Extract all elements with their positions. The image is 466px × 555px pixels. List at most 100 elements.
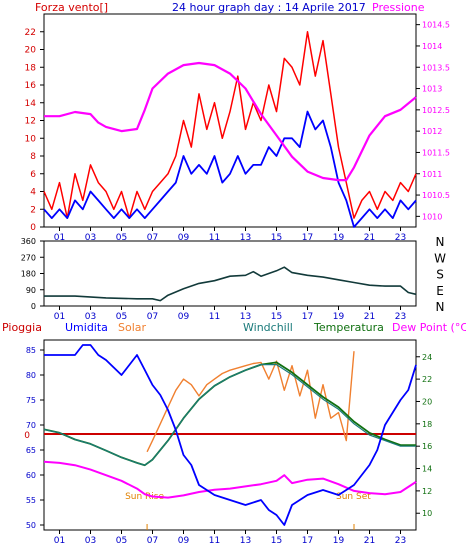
y2-tick-label: 24: [422, 353, 432, 362]
wind-pressure-panel: 024681012141618202210101010.510111011.51…: [25, 13, 450, 243]
y2-tick-label: 1012.5: [422, 106, 450, 115]
y2-tick-label: 1012: [422, 127, 442, 136]
x-tick-label: 15: [271, 536, 282, 546]
y-tick-label: 55: [26, 496, 36, 505]
x-tick-label: 21: [364, 536, 375, 546]
y-tick-label: 0: [30, 223, 36, 233]
x-tick-label: 23: [395, 312, 406, 322]
x-tick-label: 23: [395, 536, 406, 546]
x-tick-label: 21: [364, 312, 375, 322]
y2-tick-label: 1010.5: [422, 191, 450, 200]
y2-tick-label: 1013: [422, 85, 442, 94]
series-pressione: [44, 61, 417, 182]
x-tick-label: 05: [116, 536, 127, 546]
rain-zero-label: 0: [24, 431, 30, 441]
x-tick-label: 01: [54, 312, 65, 322]
y2-tick-label: 1011: [422, 170, 442, 179]
y-tick-label: 0: [31, 302, 36, 311]
x-tick-label: 01: [54, 536, 65, 546]
y2-tick-label: 12: [422, 487, 432, 496]
x-tick-label: 19: [333, 233, 345, 243]
x-tick-label: 13: [240, 312, 251, 322]
legend-pressione: Pressione: [372, 1, 425, 14]
legend-forza-vento: Forza vento[]: [35, 1, 108, 14]
y-tick-label: 8: [30, 152, 36, 162]
y2-tick-label: 18: [422, 420, 432, 429]
y-tick-label: 65: [26, 446, 36, 455]
y2-tick-label: 20: [422, 397, 432, 406]
y2-tick-label: 14: [422, 465, 432, 474]
series-umidita: [44, 344, 417, 526]
y2-tick-label: 1010: [422, 212, 442, 221]
legend-umidita: Umidita: [65, 321, 108, 334]
y-tick-label: 14: [25, 99, 37, 109]
sunrise-label: Sun Rise: [125, 492, 164, 502]
y-tick-label: 85: [26, 346, 36, 355]
legend-windchill: Windchill: [243, 321, 293, 334]
x-tick-label: 07: [147, 233, 158, 243]
legend-solar: Solar: [118, 321, 147, 334]
x-tick-label: 09: [178, 312, 190, 322]
x-tick-label: 13: [240, 233, 251, 243]
y-tick-label: 2: [30, 205, 36, 215]
sunset-label: Sun Set: [336, 492, 371, 502]
x-tick-label: 01: [54, 233, 65, 243]
x-tick-label: 17: [302, 233, 313, 243]
y-tick-label: 50: [26, 521, 36, 530]
x-tick-label: 21: [364, 233, 375, 243]
y2-tick-label: 1014.5: [422, 21, 450, 30]
x-tick-label: 11: [209, 312, 220, 322]
y-tick-label: 18: [25, 63, 37, 73]
y-tick-label: 12: [25, 117, 36, 127]
x-tick-label: 11: [209, 536, 220, 546]
x-tick-label: 17: [302, 536, 313, 546]
y-tick-label: 75: [26, 396, 36, 405]
y2-tick-label: 22: [422, 375, 432, 384]
x-tick-label: 23: [395, 233, 406, 243]
legend-dew-point: Dew Point (°C): [392, 321, 466, 334]
series-windchill: [43, 364, 416, 466]
x-tick-label: 17: [302, 312, 313, 322]
y-tick-label: 270: [21, 253, 36, 262]
y2-tick-label: 16: [422, 442, 432, 451]
y2-tick-label: 1011.5: [422, 148, 450, 157]
compass-label: E: [436, 284, 444, 298]
x-tick-label: 19: [333, 312, 345, 322]
y-tick-label: 16: [25, 81, 37, 91]
compass-label: S: [436, 268, 444, 282]
y-tick-label: 60: [26, 471, 36, 480]
x-tick-label: 09: [178, 536, 190, 546]
series-solar: [146, 351, 355, 453]
humidity-temperature-panel: 50 55 60 65 70 75 80 85 10 12 14 16 18 20 22 24 01 03 05 07…: [24, 339, 432, 546]
y2-tick-label: 10: [422, 509, 432, 518]
y-tick-label: 22: [25, 28, 36, 38]
compass-label: N: [436, 235, 445, 249]
x-tick-label: 07: [147, 536, 158, 546]
x-tick-label: 19: [333, 536, 345, 546]
x-tick-label: 09: [178, 233, 190, 243]
y-tick-label: 20: [25, 46, 37, 56]
x-tick-label: 15: [271, 312, 282, 322]
y-tick-label: 80: [26, 371, 36, 380]
y-tick-label: 6: [30, 170, 36, 180]
y-tick-label: 360: [21, 237, 36, 246]
legend-pioggia: Pioggia: [2, 321, 42, 334]
series-wind-average: [43, 110, 417, 228]
x-tick-label: 03: [85, 233, 96, 243]
x-tick-label: 07: [147, 312, 158, 322]
x-tick-label: 13: [240, 536, 251, 546]
y-tick-label: 10: [25, 134, 37, 144]
y2-tick-label: 1013.5: [422, 63, 450, 72]
x-tick-label: 15: [271, 233, 282, 243]
x-tick-label: 11: [209, 233, 220, 243]
x-tick-label: 05: [116, 233, 127, 243]
compass-label: N: [436, 300, 445, 314]
series-forza-vento: [43, 31, 417, 219]
compass-label: W: [434, 251, 446, 265]
x-tick-label: 05: [116, 312, 127, 322]
series-wind-direction: [44, 266, 417, 302]
y-tick-label: 90: [26, 286, 36, 295]
